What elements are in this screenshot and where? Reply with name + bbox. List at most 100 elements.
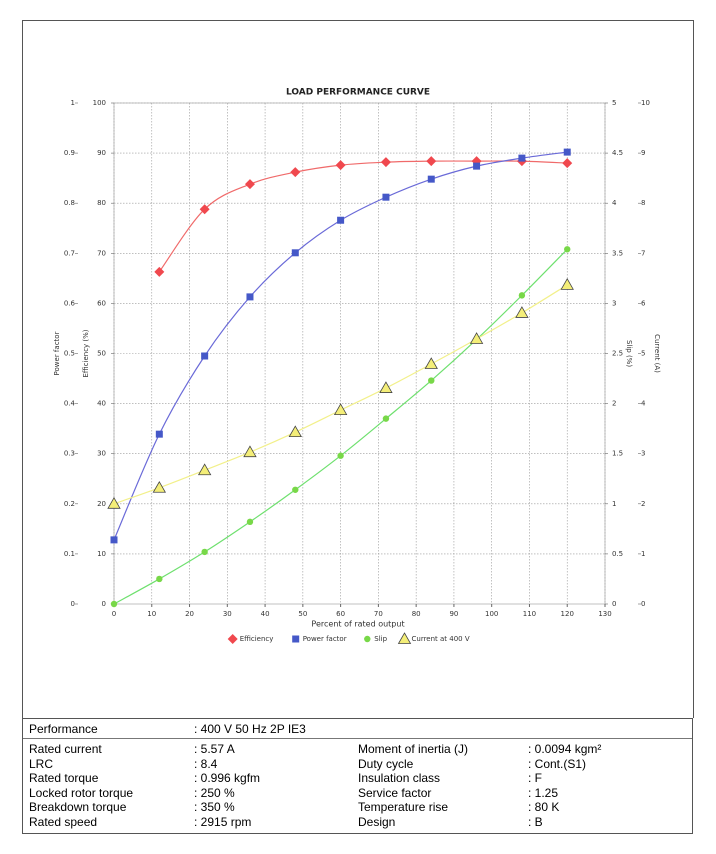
marker: [197, 463, 212, 476]
x-tick-label: 80: [412, 610, 421, 618]
marker: [424, 357, 438, 369]
marker: [469, 332, 484, 344]
table-cell: Service factor: [358, 785, 432, 800]
y-tick-label: 4.5: [612, 149, 623, 157]
x-tick-label: 110: [523, 610, 536, 618]
marker: [518, 154, 526, 162]
table-cell: : 400 V 50 Hz 2P IE3: [194, 722, 306, 736]
marker: [246, 518, 254, 526]
marker: [110, 600, 118, 608]
marker: [380, 157, 391, 168]
y-tick-label: 3: [641, 450, 645, 458]
y-tick-label: 0: [612, 600, 616, 608]
y-tick-label: 0: [71, 600, 75, 608]
y-tick-label: 4: [612, 199, 617, 207]
y-tick-label: 0: [641, 600, 645, 608]
y-tick-label: 1: [641, 550, 645, 558]
marker: [427, 175, 435, 183]
y-tick-label: 90: [97, 149, 106, 157]
y-tick-label: 0.2: [64, 500, 75, 508]
y-tick-label: 0.6: [64, 299, 76, 307]
table-cell: : 2915 rpm: [194, 815, 252, 829]
marker: [515, 306, 529, 318]
y-tick-label: 60: [97, 299, 106, 307]
y-tick-label: 0: [102, 600, 106, 608]
marker: [288, 425, 302, 438]
y-tick-label: 2.5: [612, 350, 623, 358]
y-tick-label: 0.5: [612, 550, 623, 558]
y-axis-title: Current (A): [653, 334, 661, 373]
x-tick-label: 40: [261, 610, 270, 618]
y-tick-label: 0.8: [64, 199, 75, 207]
marker: [290, 167, 301, 178]
y-tick-label: 8: [641, 199, 645, 207]
marker: [473, 162, 481, 170]
table-cell: : 1.25: [528, 785, 559, 800]
marker: [337, 216, 345, 224]
table-cell: Design: [358, 815, 396, 829]
legend-label: Current at 400 V: [412, 635, 470, 643]
marker: [560, 278, 574, 290]
marker: [244, 179, 255, 190]
marker: [201, 352, 209, 360]
legend-label: Power factor: [303, 635, 347, 643]
y-tick-label: 80: [97, 199, 106, 207]
legend-label: Efficiency: [240, 635, 274, 643]
y-tick-label: 9: [641, 149, 645, 157]
y-tick-label: 1: [71, 99, 75, 107]
x-tick-label: 90: [449, 610, 458, 618]
y-tick-label: 5: [641, 350, 645, 358]
series-line: [113, 151, 568, 541]
marker: [292, 635, 300, 643]
marker: [333, 403, 348, 416]
x-axis-title: Percent of rated output: [311, 620, 404, 629]
y-tick-label: 6: [641, 299, 646, 307]
table-cell: Rated speed: [29, 815, 98, 829]
table-cell: Performance: [29, 722, 98, 736]
table-cell: : Cont.(S1): [528, 756, 587, 771]
y-tick-label: 30: [97, 450, 106, 458]
table-cell: : B: [528, 815, 543, 829]
y-tick-label: 5: [612, 99, 616, 107]
chart-title: LOAD PERFORMANCE CURVE: [286, 88, 430, 98]
marker: [292, 486, 299, 493]
table-cell: Duty cycle: [358, 756, 414, 771]
marker: [426, 156, 437, 167]
marker: [382, 193, 390, 201]
x-tick-label: 50: [298, 610, 307, 618]
y-tick-label: 100: [93, 99, 106, 107]
y-tick-label: 0.4: [64, 400, 76, 408]
marker: [364, 635, 371, 643]
y-tick-label: 0.5: [64, 350, 75, 358]
y-tick-label: 1.5: [612, 450, 623, 458]
marker: [335, 160, 346, 171]
y-tick-label: 10: [641, 99, 650, 107]
y-tick-label: 0.9: [64, 149, 75, 157]
x-tick-label: 30: [223, 610, 232, 618]
table-cell: Locked rotor torque: [29, 785, 134, 800]
marker: [379, 381, 393, 393]
marker: [428, 377, 435, 384]
y-axis-title: Slip (%): [625, 340, 633, 367]
y-tick-label: 2: [612, 400, 616, 408]
table-cell: : 350 %: [194, 800, 235, 815]
separator: [23, 738, 692, 739]
legend: Efficiency Power factor Slip Current at 400…: [227, 632, 470, 644]
table-cell: Breakdown torque: [29, 800, 127, 815]
y-tick-label: 50: [97, 350, 106, 358]
y-tick-label: 3.5: [612, 249, 623, 257]
marker: [156, 575, 163, 583]
table-cell: : 80 K: [528, 800, 560, 815]
table-cell: Moment of inertia (J): [358, 742, 469, 756]
marker: [337, 452, 344, 459]
legend-label: Slip: [374, 635, 387, 643]
marker: [107, 496, 121, 509]
x-tick-label: 70: [374, 610, 383, 618]
marker: [291, 249, 299, 257]
x-tick-label: 10: [147, 610, 156, 618]
y-tick-label: 40: [97, 400, 106, 408]
y-tick-label: 3: [612, 299, 616, 307]
y-axis-title: Efficiency (%): [82, 329, 90, 377]
x-tick-label: 20: [185, 610, 194, 618]
